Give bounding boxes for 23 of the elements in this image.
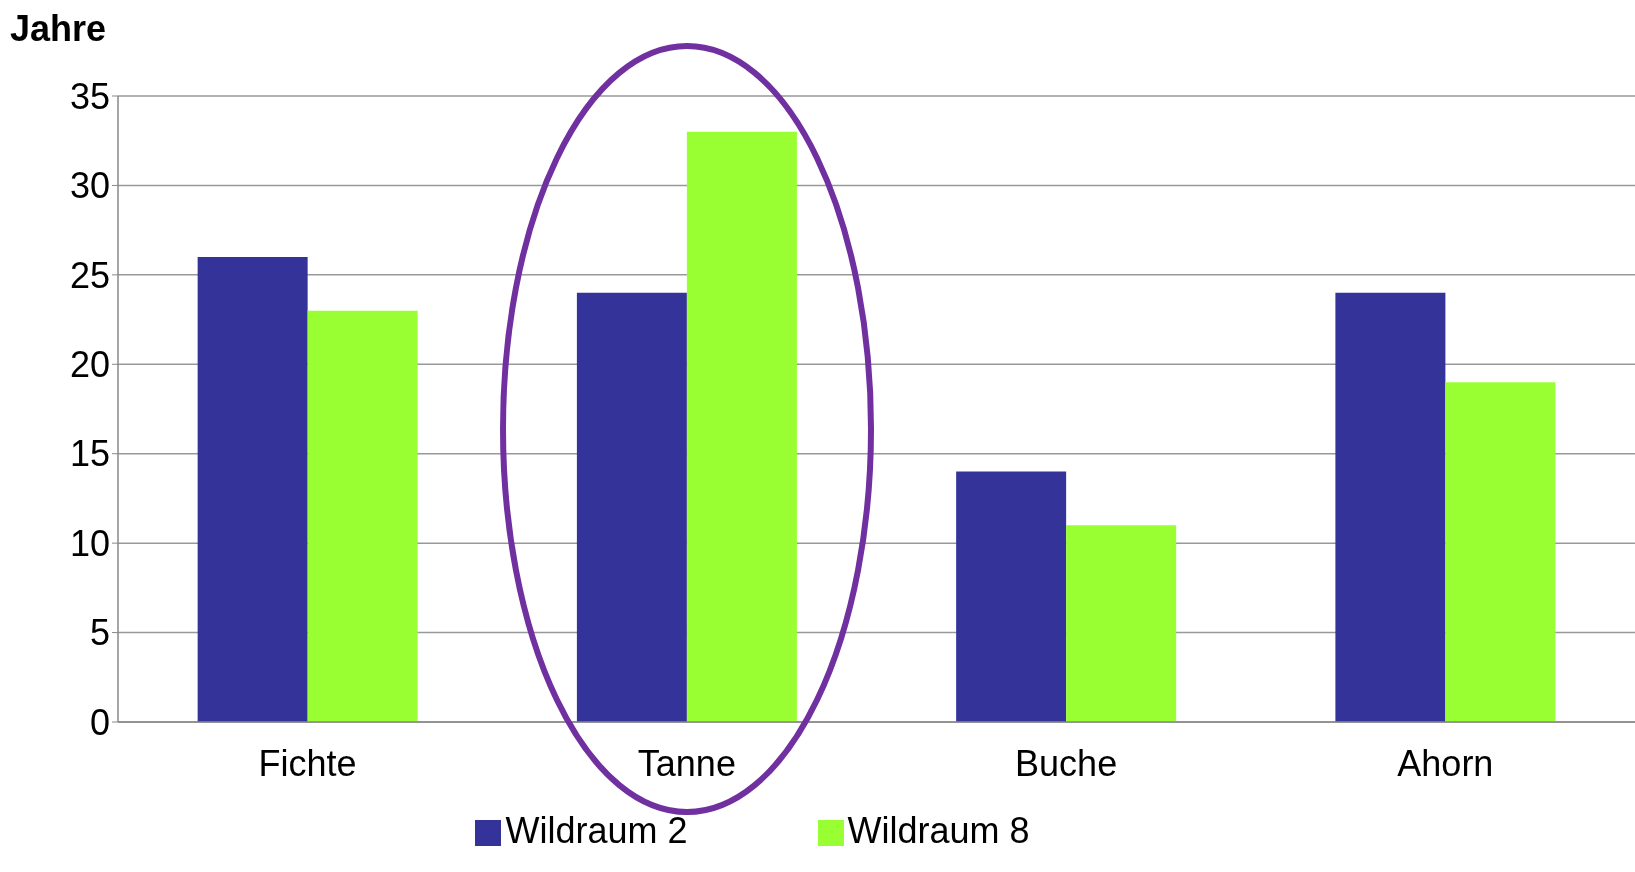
bar: [576, 292, 687, 722]
bar: [1445, 382, 1556, 722]
bar: [307, 310, 418, 722]
legend-label: Wildraum 2: [505, 810, 688, 851]
bar: [956, 471, 1067, 722]
bar: [197, 256, 308, 722]
y-tick-label: 15: [69, 433, 110, 475]
bar: [686, 131, 797, 722]
y-tick-label: 25: [69, 254, 110, 296]
y-tick-label: 30: [69, 165, 110, 207]
y-tick-label: 35: [69, 75, 110, 117]
legend-label: Wildraum 8: [847, 810, 1030, 851]
y-tick-label: 20: [69, 344, 110, 386]
x-tick-label: Ahorn: [1397, 742, 1494, 784]
bar: [1066, 525, 1177, 722]
x-tick-label: Buche: [1015, 742, 1118, 784]
y-axis-title: Jahre: [10, 8, 107, 50]
bar: [1335, 292, 1446, 722]
x-tick-label: Tanne: [637, 742, 736, 784]
y-tick-label: 5: [89, 612, 110, 654]
y-tick-label: 0: [89, 701, 110, 743]
x-tick-label: Fichte: [258, 742, 357, 784]
y-tick-label: 10: [69, 522, 110, 564]
